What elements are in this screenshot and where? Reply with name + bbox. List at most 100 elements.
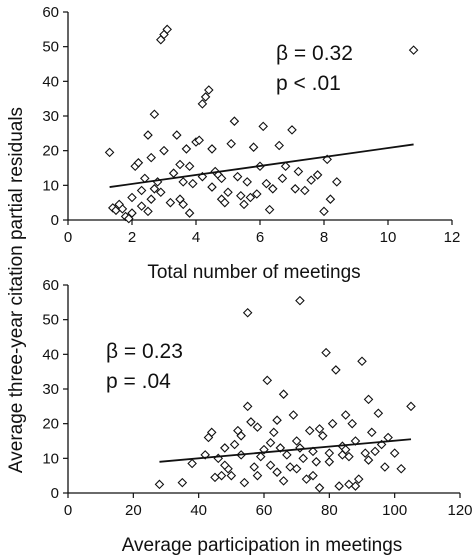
top-data-point <box>127 208 137 218</box>
top-trend-line <box>109 143 414 188</box>
bottom-data-point <box>406 401 416 412</box>
top-data-point <box>261 178 272 189</box>
top-data-point <box>127 192 137 203</box>
bottom-data-point <box>327 418 338 429</box>
bottom-x-tick-label: 40 <box>190 502 207 519</box>
bottom-data-point <box>314 424 325 434</box>
bottom-data-point <box>252 470 263 481</box>
bottom-data-point <box>285 462 295 472</box>
bottom-data-point <box>350 481 361 491</box>
bottom-data-point <box>331 365 341 375</box>
bottom-data-point <box>246 417 256 427</box>
top-data-point <box>188 178 198 189</box>
top-data-point <box>143 206 153 217</box>
bottom-scatter-panel: Average participation in meetings β = 0.… <box>42 277 472 556</box>
bottom-y-tick-label: 10 <box>42 450 59 467</box>
top-y-tick-label: 60 <box>42 4 59 21</box>
top-y-tick-label: 10 <box>42 177 59 194</box>
bottom-x-axis-label: Average participation in meetings <box>122 535 403 556</box>
top-data-point <box>104 147 115 158</box>
bottom-data-point <box>291 463 302 474</box>
bottom-data-point <box>239 477 250 488</box>
top-data-point <box>248 142 259 152</box>
bottom-data-point <box>272 467 282 477</box>
bottom-data-point <box>220 460 230 471</box>
top-data-point <box>194 135 204 146</box>
top-x-tick-label: 6 <box>256 229 264 246</box>
bottom-data-point <box>301 474 312 484</box>
bottom-data-point <box>340 410 351 420</box>
top-data-point <box>226 138 236 149</box>
top-data-point <box>162 24 172 35</box>
top-data-point <box>114 199 124 210</box>
bottom-y-tick-label: 0 <box>51 485 59 502</box>
top-data-point <box>136 185 147 196</box>
bottom-data-point <box>265 460 276 471</box>
top-data-point <box>280 161 291 172</box>
bottom-beta-annotation: β = 0.23 <box>106 340 183 363</box>
bottom-data-point <box>357 356 367 367</box>
bottom-data-point <box>308 446 318 457</box>
top-data-point <box>239 199 249 210</box>
top-data-point <box>232 171 243 182</box>
top-beta-annotation: β = 0.32 <box>276 42 353 65</box>
bottom-data-point <box>308 470 318 481</box>
top-data-point <box>146 152 156 163</box>
bottom-data-point <box>206 427 217 438</box>
top-y-tick-label: 50 <box>42 39 59 56</box>
top-data-point <box>312 170 323 180</box>
bottom-data-point <box>210 472 220 483</box>
top-data-point <box>277 173 288 184</box>
bottom-x-tick-label: 0 <box>64 502 72 519</box>
top-data-point <box>306 175 316 185</box>
bottom-data-point <box>242 401 253 412</box>
bottom-data-point <box>272 415 282 425</box>
top-data-point <box>268 184 278 194</box>
bottom-data-point <box>298 453 308 464</box>
bottom-data-point <box>373 408 384 419</box>
top-data-point <box>220 197 230 208</box>
top-data-point <box>245 192 256 203</box>
top-data-point <box>184 208 195 218</box>
top-data-point <box>223 187 233 198</box>
bottom-data-point <box>255 451 266 462</box>
bottom-data-point <box>314 483 325 493</box>
bottom-data-point <box>367 427 377 438</box>
top-y-tick-label: 30 <box>42 108 59 125</box>
top-data-point <box>242 177 252 187</box>
bottom-data-point <box>220 443 230 453</box>
top-data-point <box>143 130 153 140</box>
top-data-point <box>332 177 342 187</box>
bottom-data-point <box>311 457 322 467</box>
top-data-point <box>175 159 185 170</box>
bottom-data-point <box>396 463 406 474</box>
top-p-annotation: p < .01 <box>276 72 341 95</box>
top-y-tick-label: 40 <box>42 73 59 90</box>
bottom-data-point <box>304 425 315 436</box>
top-data-point <box>181 144 192 154</box>
bottom-data-point <box>177 477 188 488</box>
shared-y-axis-label: Average three-year citation partial resi… <box>6 107 27 473</box>
bottom-data-point <box>389 448 400 458</box>
bottom-y-tick-label: 60 <box>42 277 59 294</box>
top-data-point <box>325 194 336 204</box>
bottom-x-tick-label: 100 <box>382 502 407 519</box>
bottom-data-point <box>262 375 273 386</box>
bottom-data-point <box>236 431 246 441</box>
top-data-point <box>258 121 268 132</box>
bottom-data-point <box>370 446 380 457</box>
top-data-point <box>133 158 144 168</box>
bottom-data-point <box>353 474 364 484</box>
bottom-data-point <box>269 427 279 438</box>
top-data-point <box>207 182 217 192</box>
bottom-data-point <box>249 462 259 472</box>
top-data-point <box>165 197 176 208</box>
top-data-point <box>274 140 284 151</box>
bottom-data-point <box>288 410 299 420</box>
bottom-data-point <box>216 470 227 481</box>
bottom-data-point <box>324 457 335 467</box>
top-x-axis-label: Total number of meetings <box>147 262 360 283</box>
top-x-tick-label: 2 <box>128 229 136 246</box>
bottom-data-point <box>265 437 276 448</box>
